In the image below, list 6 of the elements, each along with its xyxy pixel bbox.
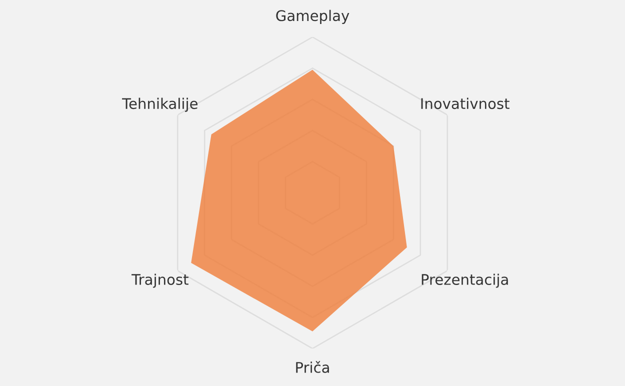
spoke-label: Prezentacija bbox=[422, 274, 508, 288]
spoke-label: Gameplay bbox=[276, 10, 350, 24]
spoke-label: Tehnikalije bbox=[122, 98, 198, 112]
spoke-label: Priča bbox=[296, 361, 329, 373]
spoke-label: Trajnost bbox=[132, 274, 188, 288]
spoke-label: Inovativnost bbox=[421, 98, 510, 110]
